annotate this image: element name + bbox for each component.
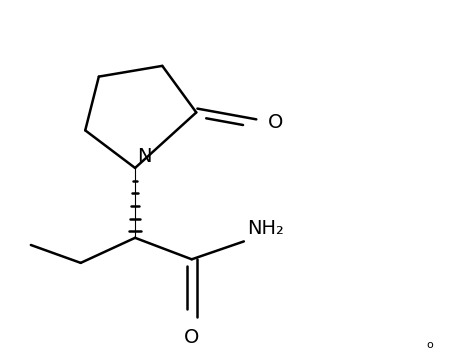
Text: NH₂: NH₂ xyxy=(247,219,284,238)
Text: O: O xyxy=(267,113,283,132)
Text: N: N xyxy=(137,147,152,166)
Text: O: O xyxy=(184,328,199,347)
Text: o: o xyxy=(425,340,432,349)
